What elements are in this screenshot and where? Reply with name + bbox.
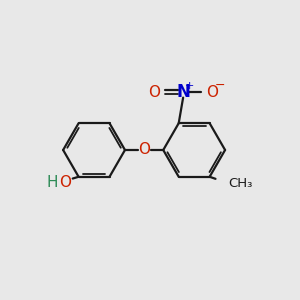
Text: N: N [176,83,190,101]
Text: O: O [138,142,150,158]
Text: O: O [59,175,71,190]
Text: O: O [206,85,218,100]
Text: CH₃: CH₃ [228,177,252,190]
Text: O: O [148,85,160,100]
Text: H: H [46,175,58,190]
Text: +: + [184,81,194,91]
Text: −: − [215,79,226,92]
